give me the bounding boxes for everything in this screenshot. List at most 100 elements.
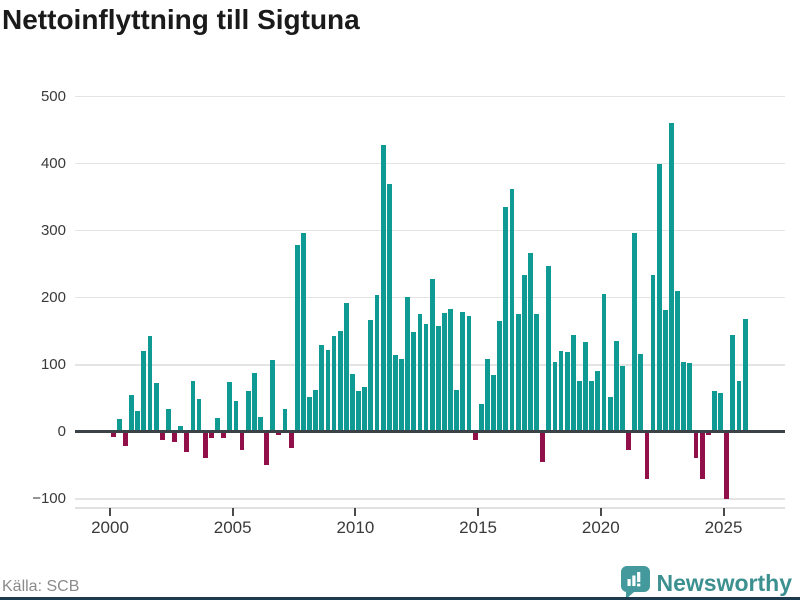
gridline-300 bbox=[75, 229, 785, 231]
bar bbox=[368, 319, 374, 432]
bar bbox=[110, 431, 116, 437]
bar bbox=[319, 345, 325, 432]
bar bbox=[116, 418, 122, 432]
bar bbox=[724, 431, 730, 499]
bar bbox=[718, 393, 723, 432]
bar bbox=[258, 416, 263, 432]
x-axis-tick bbox=[231, 508, 234, 516]
bar bbox=[485, 359, 490, 432]
bar bbox=[546, 266, 552, 432]
x-axis-label: 2025 bbox=[704, 518, 743, 537]
gridline-500 bbox=[75, 95, 785, 97]
bar bbox=[172, 431, 177, 442]
y-axis-label: 500 bbox=[40, 87, 66, 105]
bar bbox=[497, 320, 503, 432]
bar bbox=[227, 381, 233, 432]
x-axis-label: 2020 bbox=[581, 518, 620, 537]
bar bbox=[515, 314, 521, 432]
bar bbox=[399, 359, 404, 432]
bar bbox=[712, 391, 717, 432]
bar bbox=[356, 391, 361, 432]
bar bbox=[331, 336, 337, 432]
bar bbox=[589, 380, 595, 432]
bar bbox=[705, 431, 711, 435]
bar bbox=[288, 431, 294, 448]
bar bbox=[350, 373, 355, 432]
bar bbox=[448, 308, 454, 432]
bar bbox=[736, 381, 742, 432]
source-caption: Källa: SCB bbox=[2, 578, 80, 595]
bar bbox=[656, 163, 662, 432]
bar bbox=[196, 399, 202, 432]
x-axis-line bbox=[75, 507, 785, 509]
bar bbox=[135, 411, 141, 432]
x-axis-tick bbox=[477, 508, 480, 516]
bar bbox=[595, 370, 601, 432]
bar bbox=[141, 351, 147, 432]
bar bbox=[644, 431, 650, 480]
bar bbox=[552, 362, 558, 432]
bar bbox=[159, 431, 165, 440]
bar bbox=[534, 313, 539, 432]
bar bbox=[687, 363, 693, 432]
zero-axis-line bbox=[75, 430, 785, 433]
bar bbox=[300, 233, 306, 432]
y-axis-label: 100 bbox=[40, 355, 66, 373]
bar bbox=[570, 335, 576, 432]
bar bbox=[386, 184, 392, 432]
bar bbox=[577, 381, 582, 432]
bar bbox=[620, 365, 625, 432]
y-axis-label: 0 bbox=[57, 422, 66, 440]
y-axis-label: 200 bbox=[40, 288, 66, 306]
bar bbox=[282, 409, 288, 432]
bar bbox=[601, 294, 607, 432]
bar bbox=[362, 387, 368, 432]
bar bbox=[393, 355, 398, 432]
gridline--100 bbox=[75, 497, 785, 500]
bar bbox=[638, 354, 644, 432]
bar bbox=[540, 431, 546, 462]
bar bbox=[478, 404, 484, 432]
bar bbox=[632, 232, 638, 432]
bar bbox=[675, 290, 681, 432]
bar bbox=[374, 295, 380, 432]
bar bbox=[166, 409, 171, 432]
bar bbox=[417, 313, 423, 432]
bar bbox=[270, 359, 276, 432]
x-axis-tick bbox=[722, 508, 725, 516]
bar bbox=[343, 302, 349, 432]
bar bbox=[221, 431, 227, 439]
bar bbox=[503, 207, 509, 432]
chart-title: Nettoinflyttning till Sigtuna bbox=[2, 4, 360, 35]
bar bbox=[276, 431, 282, 435]
bar bbox=[626, 431, 631, 450]
bar bbox=[435, 325, 441, 432]
bar bbox=[147, 336, 153, 432]
bar bbox=[245, 391, 251, 432]
bar bbox=[405, 296, 411, 432]
bar bbox=[466, 315, 472, 432]
bar bbox=[233, 400, 239, 432]
bar bbox=[730, 335, 736, 432]
bar bbox=[472, 431, 478, 440]
bar bbox=[294, 245, 300, 432]
bar bbox=[699, 431, 705, 480]
bar bbox=[564, 352, 570, 432]
bar bbox=[509, 188, 515, 432]
bar bbox=[123, 431, 128, 447]
bar bbox=[337, 331, 343, 432]
bottom-accent-strip bbox=[0, 597, 800, 600]
x-axis-tick bbox=[109, 508, 111, 516]
y-axis-label: −100 bbox=[32, 489, 66, 507]
bar bbox=[662, 309, 668, 432]
x-axis-label: 2005 bbox=[213, 518, 252, 537]
bar bbox=[669, 123, 674, 432]
y-axis-label: 300 bbox=[40, 221, 66, 239]
bar bbox=[129, 394, 134, 432]
bar bbox=[558, 351, 564, 432]
brand-name: Newsworthy bbox=[656, 569, 792, 596]
y-axis-label: 400 bbox=[40, 154, 66, 172]
bar bbox=[693, 431, 699, 459]
bar bbox=[411, 332, 417, 432]
